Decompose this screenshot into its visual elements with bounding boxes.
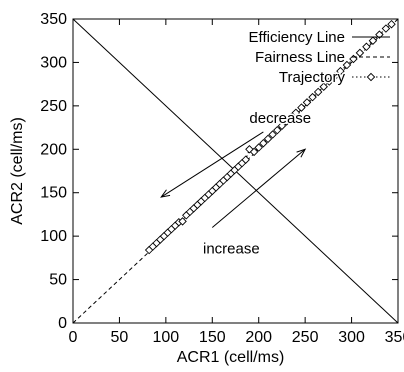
x-tick-label: 250 <box>292 329 319 346</box>
trajectory-point <box>342 60 352 70</box>
x-tick-label: 100 <box>153 329 180 346</box>
trajectory-point <box>178 217 187 226</box>
x-tick-label: 300 <box>338 329 365 346</box>
trajectory-point <box>381 24 391 33</box>
legend-label: Fairness Line <box>255 49 345 66</box>
trajectory-point <box>268 130 277 139</box>
trajectory-point <box>319 82 328 91</box>
legend-label: Trajectory <box>279 69 346 86</box>
trajectory-point <box>254 143 263 152</box>
y-tick-label: 350 <box>40 11 67 28</box>
x-tick-label: 150 <box>199 329 226 346</box>
trajectory-point <box>362 42 371 52</box>
trajectory-point <box>259 138 268 148</box>
trajectory-point <box>249 147 259 157</box>
y-tick-label: 300 <box>40 54 67 71</box>
y-tick-label: 100 <box>40 228 67 245</box>
trajectory-point <box>282 117 291 126</box>
trajectory-point <box>286 112 296 122</box>
annotations: decrease increase <box>160 109 313 259</box>
trajectory-point <box>330 72 340 81</box>
x-tick-label: 350 <box>385 329 404 346</box>
trajectory-point <box>336 66 345 76</box>
legend-marker-diamond <box>366 72 376 82</box>
trajectory-point <box>375 30 384 39</box>
trajectory-point <box>313 87 323 97</box>
legend: Efficiency Line Fairness Line Trajectory <box>247 28 390 88</box>
trajectory-point <box>297 103 306 112</box>
annotation-decrease-label: decrease <box>249 110 311 127</box>
trajectory-point <box>387 19 396 29</box>
annotation-increase-arrow-head <box>296 148 307 158</box>
annotation-decrease-arrow-head <box>160 189 171 198</box>
trajectory-point <box>355 48 365 58</box>
trajectory-point <box>349 54 358 64</box>
y-tick-label: 250 <box>40 98 67 115</box>
trajectory-point <box>277 121 287 131</box>
y-tick-label: 50 <box>49 272 67 289</box>
y-axis-title: ACR2 (cell/ms) <box>9 117 26 225</box>
annotation-increase-arrow-shaft <box>211 148 306 228</box>
annotation-decrease-arrow-shaft <box>160 131 264 198</box>
trajectory-point <box>273 125 282 135</box>
y-tick-label: 0 <box>58 315 67 332</box>
axes: 0 50 100 150 200 250 300 350 0 50 100 150 200 250 300 3… <box>9 11 404 366</box>
trajectory-point <box>263 134 273 144</box>
trajectory-point <box>291 108 301 118</box>
trajectory-point <box>308 92 317 102</box>
annotation-increase-label: increase <box>203 241 260 258</box>
trajectory-point <box>325 77 334 86</box>
trajectory-point <box>302 98 312 107</box>
y-tick-label: 200 <box>40 141 67 158</box>
x-tick-label: 0 <box>69 329 78 346</box>
trajectory-point <box>241 155 250 164</box>
x-tick-label: 50 <box>111 329 129 346</box>
plot-series <box>72 18 399 324</box>
plot-frame <box>72 18 399 324</box>
legend-label: Efficiency Line <box>249 29 345 46</box>
x-axis-title: ACR1 (cell/ms) <box>177 349 285 366</box>
trajectory-point <box>368 36 378 45</box>
y-tick-label: 150 <box>40 185 67 202</box>
x-tick-label: 200 <box>245 329 272 346</box>
